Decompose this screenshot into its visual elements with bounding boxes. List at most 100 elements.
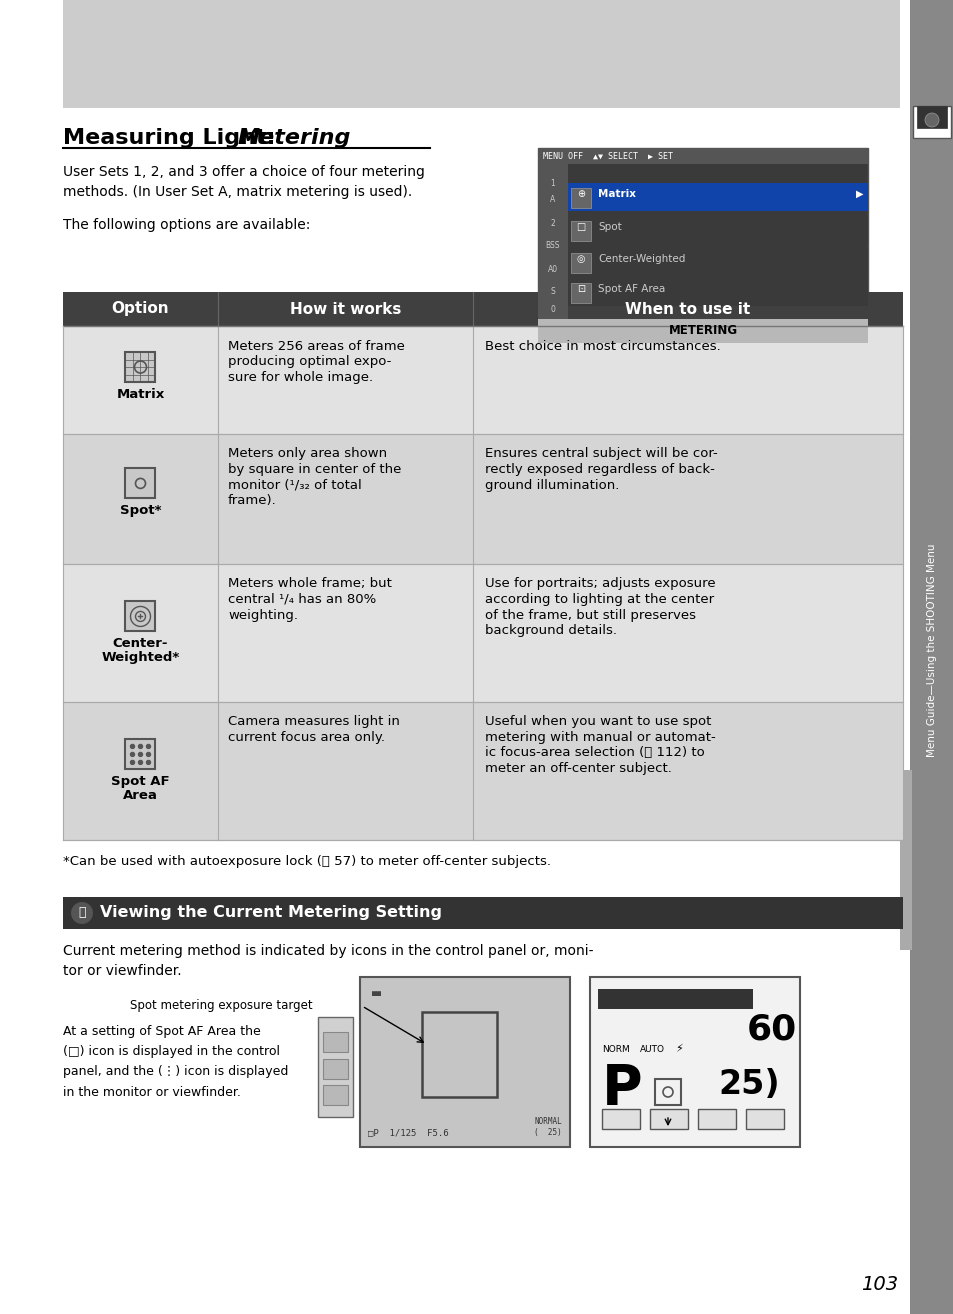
Text: Meters 256 areas of frame: Meters 256 areas of frame [228,339,404,352]
Bar [745,1109,783,1129]
Text: 1: 1 [550,179,555,188]
Text: Weighted*: Weighted* [101,650,179,664]
Bar [63,0,899,108]
Text: by square in center of the: by square in center of the [228,463,401,476]
Text: □P  1/125  F5.6: □P 1/125 F5.6 [368,1129,448,1138]
Bar [655,1079,680,1105]
Text: A0: A0 [547,264,558,273]
Circle shape [138,761,142,765]
Bar [63,326,902,434]
Text: according to lighting at the center: according to lighting at the center [484,593,714,606]
Bar [589,978,800,1147]
Bar [63,702,902,840]
Text: of the frame, but still preserves: of the frame, but still preserves [484,608,696,622]
Text: ▶: ▶ [856,189,862,198]
Text: The following options are available:: The following options are available: [63,218,310,233]
Text: ⊕: ⊕ [577,189,584,198]
Circle shape [147,761,151,765]
Circle shape [138,745,142,749]
Text: background details.: background details. [484,624,617,637]
Bar [909,0,953,1314]
Text: sure for whole image.: sure for whole image. [228,371,373,384]
Bar [598,989,752,1009]
Bar [537,319,867,343]
Bar [567,215,867,244]
Text: Matrix: Matrix [598,189,636,198]
Text: Area: Area [123,788,158,802]
Text: *Can be used with autoexposure lock (Ⓡ 57) to meter off-center subjects.: *Can be used with autoexposure lock (Ⓡ 5… [63,855,551,869]
Text: Spot: Spot [598,222,621,233]
Text: central ¹/₄ has an 80%: central ¹/₄ has an 80% [228,593,375,606]
Text: MENU OFF  ▲▼ SELECT  ▶ SET: MENU OFF ▲▼ SELECT ▶ SET [542,151,672,160]
Bar [912,106,950,138]
Bar [126,740,155,770]
Text: Center-: Center- [112,637,168,650]
Bar [571,188,590,208]
Circle shape [71,901,92,924]
Text: 103: 103 [861,1276,898,1294]
Text: ◎: ◎ [577,254,584,264]
Circle shape [147,745,151,749]
Text: metering with manual or automat-: metering with manual or automat- [484,731,715,744]
Text: Meters only area shown: Meters only area shown [228,448,387,460]
Bar [916,106,946,127]
Circle shape [138,753,142,757]
Text: 2: 2 [550,218,555,227]
Circle shape [924,113,938,127]
Text: monitor (¹/₃₂ of total: monitor (¹/₃₂ of total [228,478,361,491]
Text: rectly exposed regardless of back-: rectly exposed regardless of back- [484,463,714,476]
Text: Menu Guide—Using the SHOOTING Menu: Menu Guide—Using the SHOOTING Menu [926,543,936,757]
Bar [649,1109,687,1129]
Text: frame).: frame). [228,494,276,507]
Text: Viewing the Current Metering Setting: Viewing the Current Metering Setting [100,905,441,921]
Bar [537,148,567,319]
Text: Measuring Light:: Measuring Light: [63,127,283,148]
Text: Spot AF Area: Spot AF Area [598,284,664,294]
Text: Matrix: Matrix [116,388,165,401]
Text: Metering: Metering [237,127,351,148]
Text: Camera measures light in: Camera measures light in [228,716,399,728]
Bar [323,1059,348,1079]
Text: panel, and the (⋮) icon is displayed: panel, and the (⋮) icon is displayed [63,1066,288,1079]
Text: (□) icon is displayed in the control: (□) icon is displayed in the control [63,1046,280,1059]
Text: Center-Weighted: Center-Weighted [598,254,684,264]
Bar [126,602,155,632]
Text: AUTO: AUTO [639,1045,664,1054]
Bar [126,352,155,382]
Text: Meters whole frame; but: Meters whole frame; but [228,577,392,590]
Text: Use for portraits; adjusts exposure: Use for portraits; adjusts exposure [484,577,715,590]
Bar [63,434,902,564]
Text: NORM: NORM [601,1045,629,1054]
Text: S: S [550,288,555,297]
Text: When to use it: When to use it [625,301,750,317]
Circle shape [147,753,151,757]
Bar [359,978,569,1147]
Text: ⚡: ⚡ [675,1045,682,1054]
Text: P: P [601,1062,642,1116]
Text: BSS: BSS [545,242,559,251]
Text: Spot metering exposure target: Spot metering exposure target [130,1000,313,1013]
Text: User Sets 1, 2, and 3 offer a choice of four metering: User Sets 1, 2, and 3 offer a choice of … [63,166,424,179]
Text: At a setting of Spot AF Area the: At a setting of Spot AF Area the [63,1025,260,1038]
Bar [63,897,902,929]
Text: A: A [550,196,555,205]
Bar [323,1085,348,1105]
Bar [567,279,867,306]
Text: NORMAL
(  25): NORMAL ( 25) [534,1117,561,1137]
Text: producing optimal expo-: producing optimal expo- [228,355,391,368]
Text: □: □ [576,222,585,233]
Text: methods. (In User Set A, matrix metering is used).: methods. (In User Set A, matrix metering… [63,185,412,198]
Bar [421,1012,497,1097]
Bar [571,221,590,240]
Circle shape [131,753,134,757]
Text: Ensures central subject will be cor-: Ensures central subject will be cor- [484,448,717,460]
Text: Useful when you want to use spot: Useful when you want to use spot [484,716,711,728]
Text: Option: Option [112,301,169,317]
Bar [567,183,867,212]
Text: Spot AF: Spot AF [112,775,170,788]
Bar [323,1031,348,1053]
Bar [63,564,902,702]
Text: How it works: How it works [290,301,401,317]
Text: current focus area only.: current focus area only. [228,731,385,744]
Text: tor or viewfinder.: tor or viewfinder. [63,964,181,978]
